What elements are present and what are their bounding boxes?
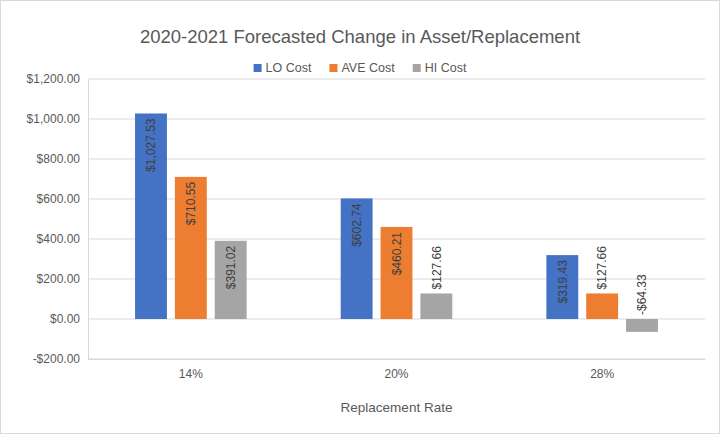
legend-swatch xyxy=(413,64,421,72)
x-tick: 14% xyxy=(179,359,203,381)
y-tick: $0.00 xyxy=(50,312,88,326)
y-tick-label: $0.00 xyxy=(50,312,80,326)
x-tick: 28% xyxy=(590,359,614,381)
x-tick-label: 20% xyxy=(384,367,408,381)
data-label: $602.74 xyxy=(350,203,364,247)
data-label: $460.21 xyxy=(390,232,404,276)
bar xyxy=(546,255,578,319)
legend-label: LO Cost xyxy=(266,61,312,75)
data-label: $319.43 xyxy=(556,260,570,304)
y-tick: $800.00 xyxy=(37,152,88,166)
y-tick-label: $400.00 xyxy=(37,232,81,246)
chart-border xyxy=(1,1,720,434)
x-axis-line xyxy=(89,359,706,360)
legend-item: LO Cost xyxy=(254,61,312,75)
grid-line xyxy=(88,359,705,360)
bar xyxy=(341,198,373,319)
y-tick-label: $1,200.00 xyxy=(27,72,81,86)
bar xyxy=(135,113,167,319)
legend-swatch xyxy=(254,64,262,72)
plot: -$200.00 $0.00 $200.00 $400.00 $600.00 $800.0… xyxy=(27,72,706,380)
y-tick: $400.00 xyxy=(37,232,88,246)
data-label: -$64.33 xyxy=(635,274,649,315)
y-tick: $600.00 xyxy=(37,192,88,206)
x-axis: 14% 20% 28% xyxy=(89,359,706,381)
y-tick: -$200.00 xyxy=(33,352,88,366)
y-axis: -$200.00 $0.00 $200.00 $400.00 $600.00 $800.0… xyxy=(27,72,89,366)
x-tick-label: 28% xyxy=(590,367,614,381)
y-tick: $1,200.00 xyxy=(27,72,88,86)
chart: -$200.00 $0.00 $200.00 $400.00 $600.00 $800.0… xyxy=(0,0,720,434)
bar xyxy=(586,293,618,319)
bar xyxy=(381,227,413,319)
grid-line xyxy=(88,159,705,160)
legend-label: HI Cost xyxy=(425,61,467,75)
y-tick-label: $200.00 xyxy=(37,272,81,286)
legend-swatch xyxy=(329,64,337,72)
data-label: $127.66 xyxy=(595,246,609,290)
y-tick-label: $800.00 xyxy=(37,152,81,166)
data-labels: $1,027.53 $602.74 $319.43 $710.55 $460.21 $12… xyxy=(144,118,649,315)
bar xyxy=(215,241,247,319)
data-label: $1,027.53 xyxy=(144,118,158,172)
bar xyxy=(626,319,658,332)
y-tick-label: -$200.00 xyxy=(33,352,81,366)
legend-item: HI Cost xyxy=(413,61,467,75)
title: 2020-2021 Forecasted Change in Asset/Rep… xyxy=(140,26,580,47)
legend: LO Cost AVE Cost HI Cost xyxy=(254,61,467,75)
y-axis-line xyxy=(88,80,89,360)
x-axis-title: Replacement Rate xyxy=(341,400,453,415)
legend-item: AVE Cost xyxy=(329,61,395,75)
x-tick-label: 14% xyxy=(179,367,203,381)
data-label: $391.02 xyxy=(224,245,238,289)
legend-label: AVE Cost xyxy=(341,61,395,75)
grid-line xyxy=(88,79,705,80)
bars xyxy=(135,113,658,331)
bar xyxy=(175,177,207,319)
data-label: $710.55 xyxy=(184,182,198,226)
grid-line xyxy=(88,119,705,120)
bar xyxy=(420,293,452,319)
grid xyxy=(88,79,705,359)
y-tick: $200.00 xyxy=(37,272,88,286)
data-label: $127.66 xyxy=(430,246,444,290)
x-tick: 20% xyxy=(384,359,408,381)
y-tick-label: $600.00 xyxy=(37,192,81,206)
y-tick-label: $1,000.00 xyxy=(27,112,81,126)
y-tick: $1,000.00 xyxy=(27,112,88,126)
